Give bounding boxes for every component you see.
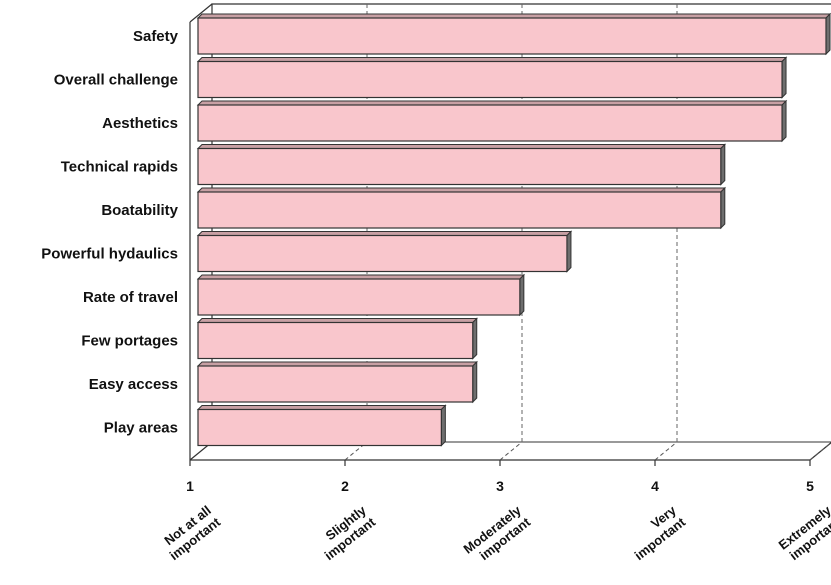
bar-face-technical-rapids: [197, 147, 722, 186]
x-tick-description-5: Extremelyimportant: [776, 502, 831, 564]
x-tick-description-4: Veryimportant: [622, 502, 688, 563]
category-labels: Safety Overall challenge Aesthetics Technic…: [41, 28, 178, 437]
bar-few-portages: [196, 317, 478, 360]
bar-face-play-areas: [197, 408, 442, 447]
x-tick-label-2: 2: [341, 478, 349, 494]
x-tick-description-3: Moderatelyimportant: [461, 502, 534, 568]
bar-overall-challenge: [196, 56, 788, 99]
x-tick-description-2: Slightlyimportant: [312, 502, 378, 563]
category-label-aesthetics: Aesthetics: [102, 115, 178, 132]
x-axis-ticks: 1 Not at allimportant 2 Slightlyimportant 3 M…: [157, 460, 831, 568]
category-label-overall-challenge: Overall challenge: [54, 72, 178, 89]
category-label-easy-access: Easy access: [89, 376, 178, 393]
bar-face-overall-challenge: [197, 60, 783, 99]
bar-powerful-hydaulics: [196, 230, 573, 273]
category-label-powerful-hydaulics: Powerful hydaulics: [41, 246, 178, 263]
bar-safety: [196, 12, 831, 56]
bar-top-few-portages: [196, 318, 478, 323]
bar-play-areas: [196, 404, 447, 447]
floor-gridline-4: [654, 441, 678, 461]
bar-technical-rapids: [196, 143, 727, 186]
bar-aesthetics: [196, 99, 788, 143]
bar-face-powerful-hydaulics: [197, 234, 568, 273]
bar-top-technical-rapids: [196, 144, 727, 149]
x-tick-label-5: 5: [806, 478, 814, 494]
bar-face-rate-of-travel: [197, 278, 521, 316]
bar-side-play-areas: [440, 404, 446, 447]
bar-easy-access: [196, 360, 478, 404]
x-tick-label-1: 1: [186, 478, 194, 494]
bar-top-easy-access: [196, 361, 478, 367]
category-label-safety: Safety: [133, 28, 179, 45]
floor-gridline-3: [499, 441, 523, 461]
bar-top-play-areas: [196, 405, 447, 410]
bar-top-boatability: [196, 187, 727, 193]
category-label-boatability: Boatability: [101, 202, 178, 219]
bar-top-powerful-hydaulics: [196, 231, 573, 236]
category-label-few-portages: Few portages: [81, 333, 178, 350]
bar-face-boatability: [197, 191, 722, 229]
chart-bars: [196, 12, 831, 447]
floor-right-edge: [809, 442, 831, 461]
x-tick-description-1: Not at allimportant: [157, 502, 223, 563]
bar-face-easy-access: [197, 365, 474, 403]
x-tick-label-4: 4: [651, 478, 659, 494]
category-label-technical-rapids: Technical rapids: [61, 159, 178, 176]
floor-gridline-5: [809, 442, 831, 461]
bar-rate-of-travel: [196, 273, 526, 317]
bar-face-safety: [197, 17, 827, 55]
bar-boatability: [196, 186, 727, 230]
category-label-play-areas: Play areas: [104, 420, 178, 437]
x-tick-label-3: 3: [496, 478, 504, 494]
bar-face-few-portages: [197, 321, 474, 360]
bar-top-rate-of-travel: [196, 274, 526, 280]
category-label-rate-of-travel: Rate of travel: [83, 289, 178, 306]
bar-face-aesthetics: [197, 104, 783, 142]
top-depth-edge: [189, 3, 213, 23]
